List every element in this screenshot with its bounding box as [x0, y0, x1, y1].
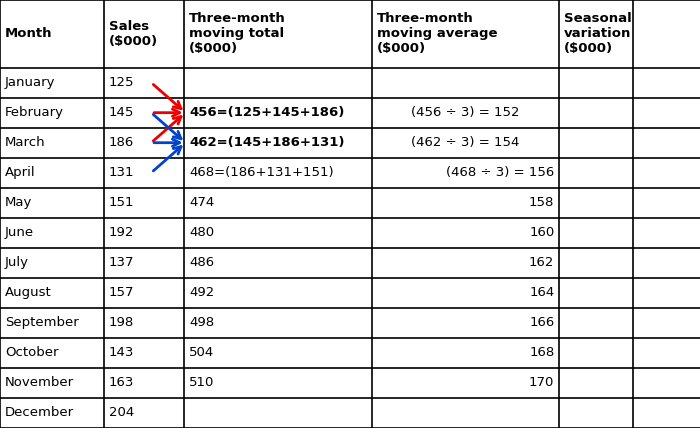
- Text: 158: 158: [529, 196, 554, 209]
- Text: 480: 480: [189, 226, 214, 239]
- Text: September: September: [5, 316, 78, 330]
- Text: 143: 143: [108, 346, 134, 360]
- Text: Seasonal
variation
($000): Seasonal variation ($000): [564, 12, 632, 55]
- Text: November: November: [5, 377, 74, 389]
- Text: May: May: [5, 196, 32, 209]
- Text: 462=(145+186+131): 462=(145+186+131): [189, 136, 344, 149]
- Text: 151: 151: [108, 196, 134, 209]
- Text: 170: 170: [529, 377, 554, 389]
- Text: Three-month
moving average
($000): Three-month moving average ($000): [377, 12, 497, 55]
- Text: 164: 164: [529, 286, 554, 299]
- Text: 166: 166: [529, 316, 554, 330]
- Text: 492: 492: [189, 286, 214, 299]
- Text: July: July: [5, 256, 29, 269]
- Text: (462 ÷ 3) = 154: (462 ÷ 3) = 154: [412, 136, 519, 149]
- Text: 125: 125: [108, 76, 134, 89]
- Text: Sales
($000): Sales ($000): [108, 20, 158, 48]
- Text: (456 ÷ 3) = 152: (456 ÷ 3) = 152: [412, 106, 519, 119]
- Text: October: October: [5, 346, 58, 360]
- Text: 131: 131: [108, 166, 134, 179]
- Text: 160: 160: [529, 226, 554, 239]
- Text: Three-month
moving total
($000): Three-month moving total ($000): [189, 12, 286, 55]
- Text: 198: 198: [108, 316, 134, 330]
- Text: 204: 204: [108, 407, 134, 419]
- Text: March: March: [5, 136, 46, 149]
- Text: 162: 162: [529, 256, 554, 269]
- Text: Month: Month: [5, 27, 52, 40]
- Text: February: February: [5, 106, 64, 119]
- Text: 498: 498: [189, 316, 214, 330]
- Text: (468 ÷ 3) = 156: (468 ÷ 3) = 156: [446, 166, 554, 179]
- Text: 510: 510: [189, 377, 214, 389]
- Text: 163: 163: [108, 377, 134, 389]
- Text: 468=(186+131+151): 468=(186+131+151): [189, 166, 334, 179]
- Text: 486: 486: [189, 256, 214, 269]
- Text: December: December: [5, 407, 74, 419]
- Text: 137: 137: [108, 256, 134, 269]
- Text: 504: 504: [189, 346, 214, 360]
- Text: June: June: [5, 226, 34, 239]
- Text: August: August: [5, 286, 52, 299]
- Text: 168: 168: [529, 346, 554, 360]
- Text: 456=(125+145+186): 456=(125+145+186): [189, 106, 344, 119]
- Text: 157: 157: [108, 286, 134, 299]
- Text: January: January: [5, 76, 55, 89]
- Text: 145: 145: [108, 106, 134, 119]
- Text: April: April: [5, 166, 36, 179]
- Text: 186: 186: [108, 136, 134, 149]
- Text: 474: 474: [189, 196, 214, 209]
- Text: 192: 192: [108, 226, 134, 239]
